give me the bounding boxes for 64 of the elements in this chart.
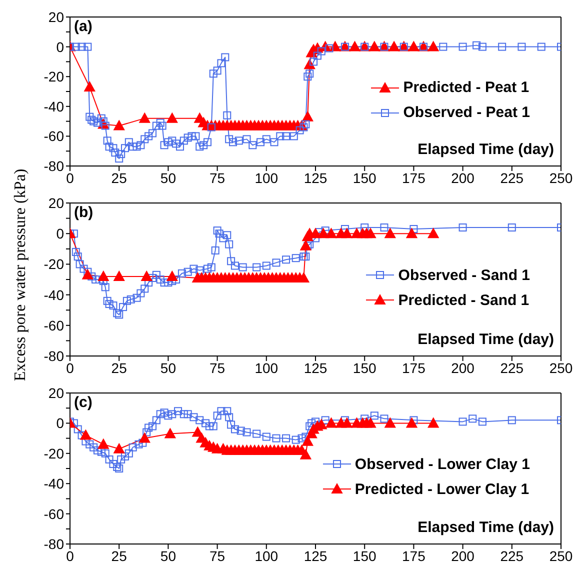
x-tick-label: 125 (304, 360, 328, 376)
x-tick-label: 225 (500, 170, 524, 186)
x-tick-label: 200 (451, 548, 475, 564)
legend-label: Observed - Sand 1 (398, 266, 530, 284)
y-tick-label: -60 (44, 506, 64, 522)
x-tick-label: 50 (160, 548, 176, 564)
x-axis-title: Elapsed Time (day) (418, 141, 554, 158)
x-axis-title: Elapsed Time (day) (418, 519, 554, 536)
y-tick-label: -40 (44, 286, 64, 303)
y-tick-label: -20 (44, 445, 64, 462)
y-tick-label: -20 (44, 256, 64, 272)
x-tick-label: 100 (254, 170, 278, 186)
y-tick-label: 0 (56, 38, 64, 55)
legend-label: Observed - Peat 1 (403, 104, 530, 122)
x-tick-label: 250 (549, 360, 573, 376)
x-tick-label: 0 (66, 360, 74, 376)
y-axis-title: Excess pore water pressure (kPa) (12, 168, 30, 382)
x-tick-label: 75 (210, 170, 226, 186)
x-tick-label: 150 (352, 548, 376, 564)
x-tick-label: 50 (160, 360, 176, 376)
annotation: (b) (74, 204, 94, 221)
y-tick-label: -60 (44, 128, 64, 144)
y-tick-label: -60 (44, 317, 64, 334)
annotation: (c) (74, 394, 92, 411)
x-tick-label: 200 (451, 360, 475, 376)
x-tick-label: 75 (210, 548, 226, 564)
y-tick-label: -80 (44, 536, 64, 552)
x-tick-label: 125 (304, 170, 328, 186)
y-tick-label: -80 (44, 158, 64, 174)
x-tick-label: 150 (352, 170, 376, 186)
x-tick-label: 250 (549, 170, 573, 186)
x-tick-label: 100 (254, 548, 278, 564)
x-tick-label: 25 (111, 170, 128, 186)
x-tick-label: 175 (402, 548, 426, 564)
x-tick-label: 225 (500, 360, 524, 376)
x-tick-label: 75 (210, 360, 226, 376)
y-tick-label: 0 (56, 226, 64, 242)
legend-label: Predicted - Lower Clay 1 (354, 480, 530, 498)
x-tick-label: 50 (160, 170, 176, 186)
legend-label: Observed - Lower Clay 1 (354, 456, 530, 473)
x-tick-label: 0 (66, 548, 74, 564)
x-axis-title: Elapsed Time (day) (418, 331, 554, 348)
x-tick-label: 175 (402, 360, 426, 376)
x-tick-label: 25 (111, 548, 128, 564)
y-tick-label: 0 (56, 415, 64, 432)
x-tick-label: 100 (254, 360, 278, 376)
x-tick-label: 175 (402, 170, 426, 186)
annotation: (a) (74, 18, 92, 35)
x-tick-label: 25 (111, 360, 128, 376)
y-tick-label: -40 (44, 98, 64, 114)
legend-label: Predicted - Peat 1 (403, 79, 530, 96)
y-tick-label: 20 (48, 384, 64, 401)
y-tick-label: -80 (44, 348, 64, 364)
y-tick-label: -40 (44, 476, 64, 492)
x-tick-label: 150 (352, 360, 376, 376)
x-tick-label: 0 (66, 170, 74, 186)
legend-label: Predicted - Sand 1 (398, 292, 530, 309)
x-tick-label: 250 (549, 548, 573, 564)
y-tick-label: 20 (48, 8, 64, 25)
x-tick-label: 225 (500, 548, 524, 564)
x-tick-label: 125 (304, 548, 328, 564)
x-tick-label: 200 (451, 170, 475, 186)
y-tick-label: 20 (48, 194, 64, 211)
y-tick-label: -20 (44, 68, 64, 85)
